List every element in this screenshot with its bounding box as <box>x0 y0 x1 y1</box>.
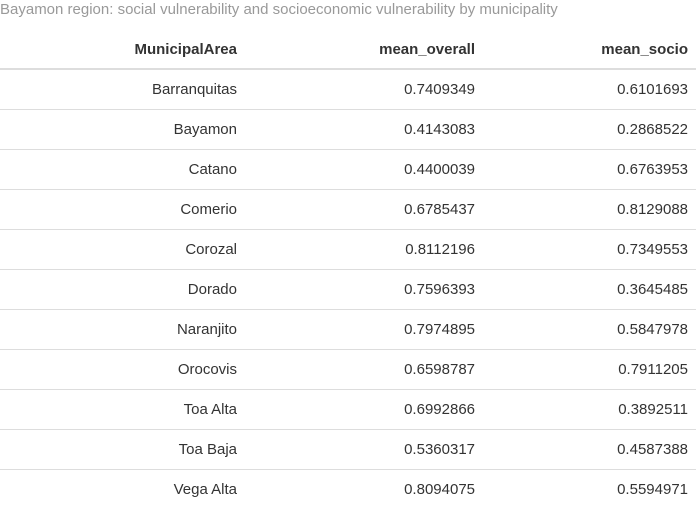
column-header-mean-socio: mean_socio <box>483 30 696 69</box>
cell-mean-overall: 0.7409349 <box>245 69 483 110</box>
table-row: Toa Baja 0.5360317 0.4587388 <box>0 430 696 470</box>
cell-mean-socio: 0.3892511 <box>483 390 696 430</box>
cell-mean-overall: 0.6785437 <box>245 190 483 230</box>
header-row: MunicipalArea mean_overall mean_socio <box>0 30 696 69</box>
cell-mean-overall: 0.8112196 <box>245 230 483 270</box>
cell-mean-socio: 0.7911205 <box>483 350 696 390</box>
cell-mean-overall: 0.5360317 <box>245 430 483 470</box>
cell-mean-overall: 0.8094075 <box>245 470 483 509</box>
cell-mean-socio: 0.3645485 <box>483 270 696 310</box>
table-row: Vega Alta 0.8094075 0.5594971 <box>0 470 696 509</box>
table-row: Toa Alta 0.6992866 0.3892511 <box>0 390 696 430</box>
cell-municipalarea: Barranquitas <box>0 69 245 110</box>
cell-mean-socio: 0.8129088 <box>483 190 696 230</box>
cell-mean-socio: 0.6101693 <box>483 69 696 110</box>
cell-municipalarea: Naranjito <box>0 310 245 350</box>
cell-municipalarea: Toa Baja <box>0 430 245 470</box>
table-row: Barranquitas 0.7409349 0.6101693 <box>0 69 696 110</box>
cell-mean-socio: 0.5847978 <box>483 310 696 350</box>
cell-municipalarea: Corozal <box>0 230 245 270</box>
table-row: Bayamon 0.4143083 0.2868522 <box>0 110 696 150</box>
table-row: Dorado 0.7596393 0.3645485 <box>0 270 696 310</box>
cell-municipalarea: Vega Alta <box>0 470 245 509</box>
table-row: Comerio 0.6785437 0.8129088 <box>0 190 696 230</box>
data-table: MunicipalArea mean_overall mean_socio Ba… <box>0 30 696 509</box>
cell-mean-overall: 0.7596393 <box>245 270 483 310</box>
cell-mean-socio: 0.4587388 <box>483 430 696 470</box>
cell-mean-socio: 0.7349553 <box>483 230 696 270</box>
table-caption: Bayamon region: social vulnerability and… <box>0 0 558 22</box>
cell-mean-overall: 0.4143083 <box>245 110 483 150</box>
cell-municipalarea: Comerio <box>0 190 245 230</box>
table-row: Naranjito 0.7974895 0.5847978 <box>0 310 696 350</box>
column-header-mean-overall: mean_overall <box>245 30 483 69</box>
cell-mean-socio: 0.5594971 <box>483 470 696 509</box>
cell-municipalarea: Catano <box>0 150 245 190</box>
table-row: Corozal 0.8112196 0.7349553 <box>0 230 696 270</box>
cell-mean-overall: 0.6598787 <box>245 350 483 390</box>
cell-mean-socio: 0.6763953 <box>483 150 696 190</box>
cell-mean-overall: 0.6992866 <box>245 390 483 430</box>
table-row: Orocovis 0.6598787 0.7911205 <box>0 350 696 390</box>
column-header-municipalarea: MunicipalArea <box>0 30 245 69</box>
table-row: Catano 0.4400039 0.6763953 <box>0 150 696 190</box>
cell-mean-overall: 0.7974895 <box>245 310 483 350</box>
cell-municipalarea: Orocovis <box>0 350 245 390</box>
cell-municipalarea: Toa Alta <box>0 390 245 430</box>
cell-municipalarea: Bayamon <box>0 110 245 150</box>
cell-mean-overall: 0.4400039 <box>245 150 483 190</box>
cell-municipalarea: Dorado <box>0 270 245 310</box>
cell-mean-socio: 0.2868522 <box>483 110 696 150</box>
